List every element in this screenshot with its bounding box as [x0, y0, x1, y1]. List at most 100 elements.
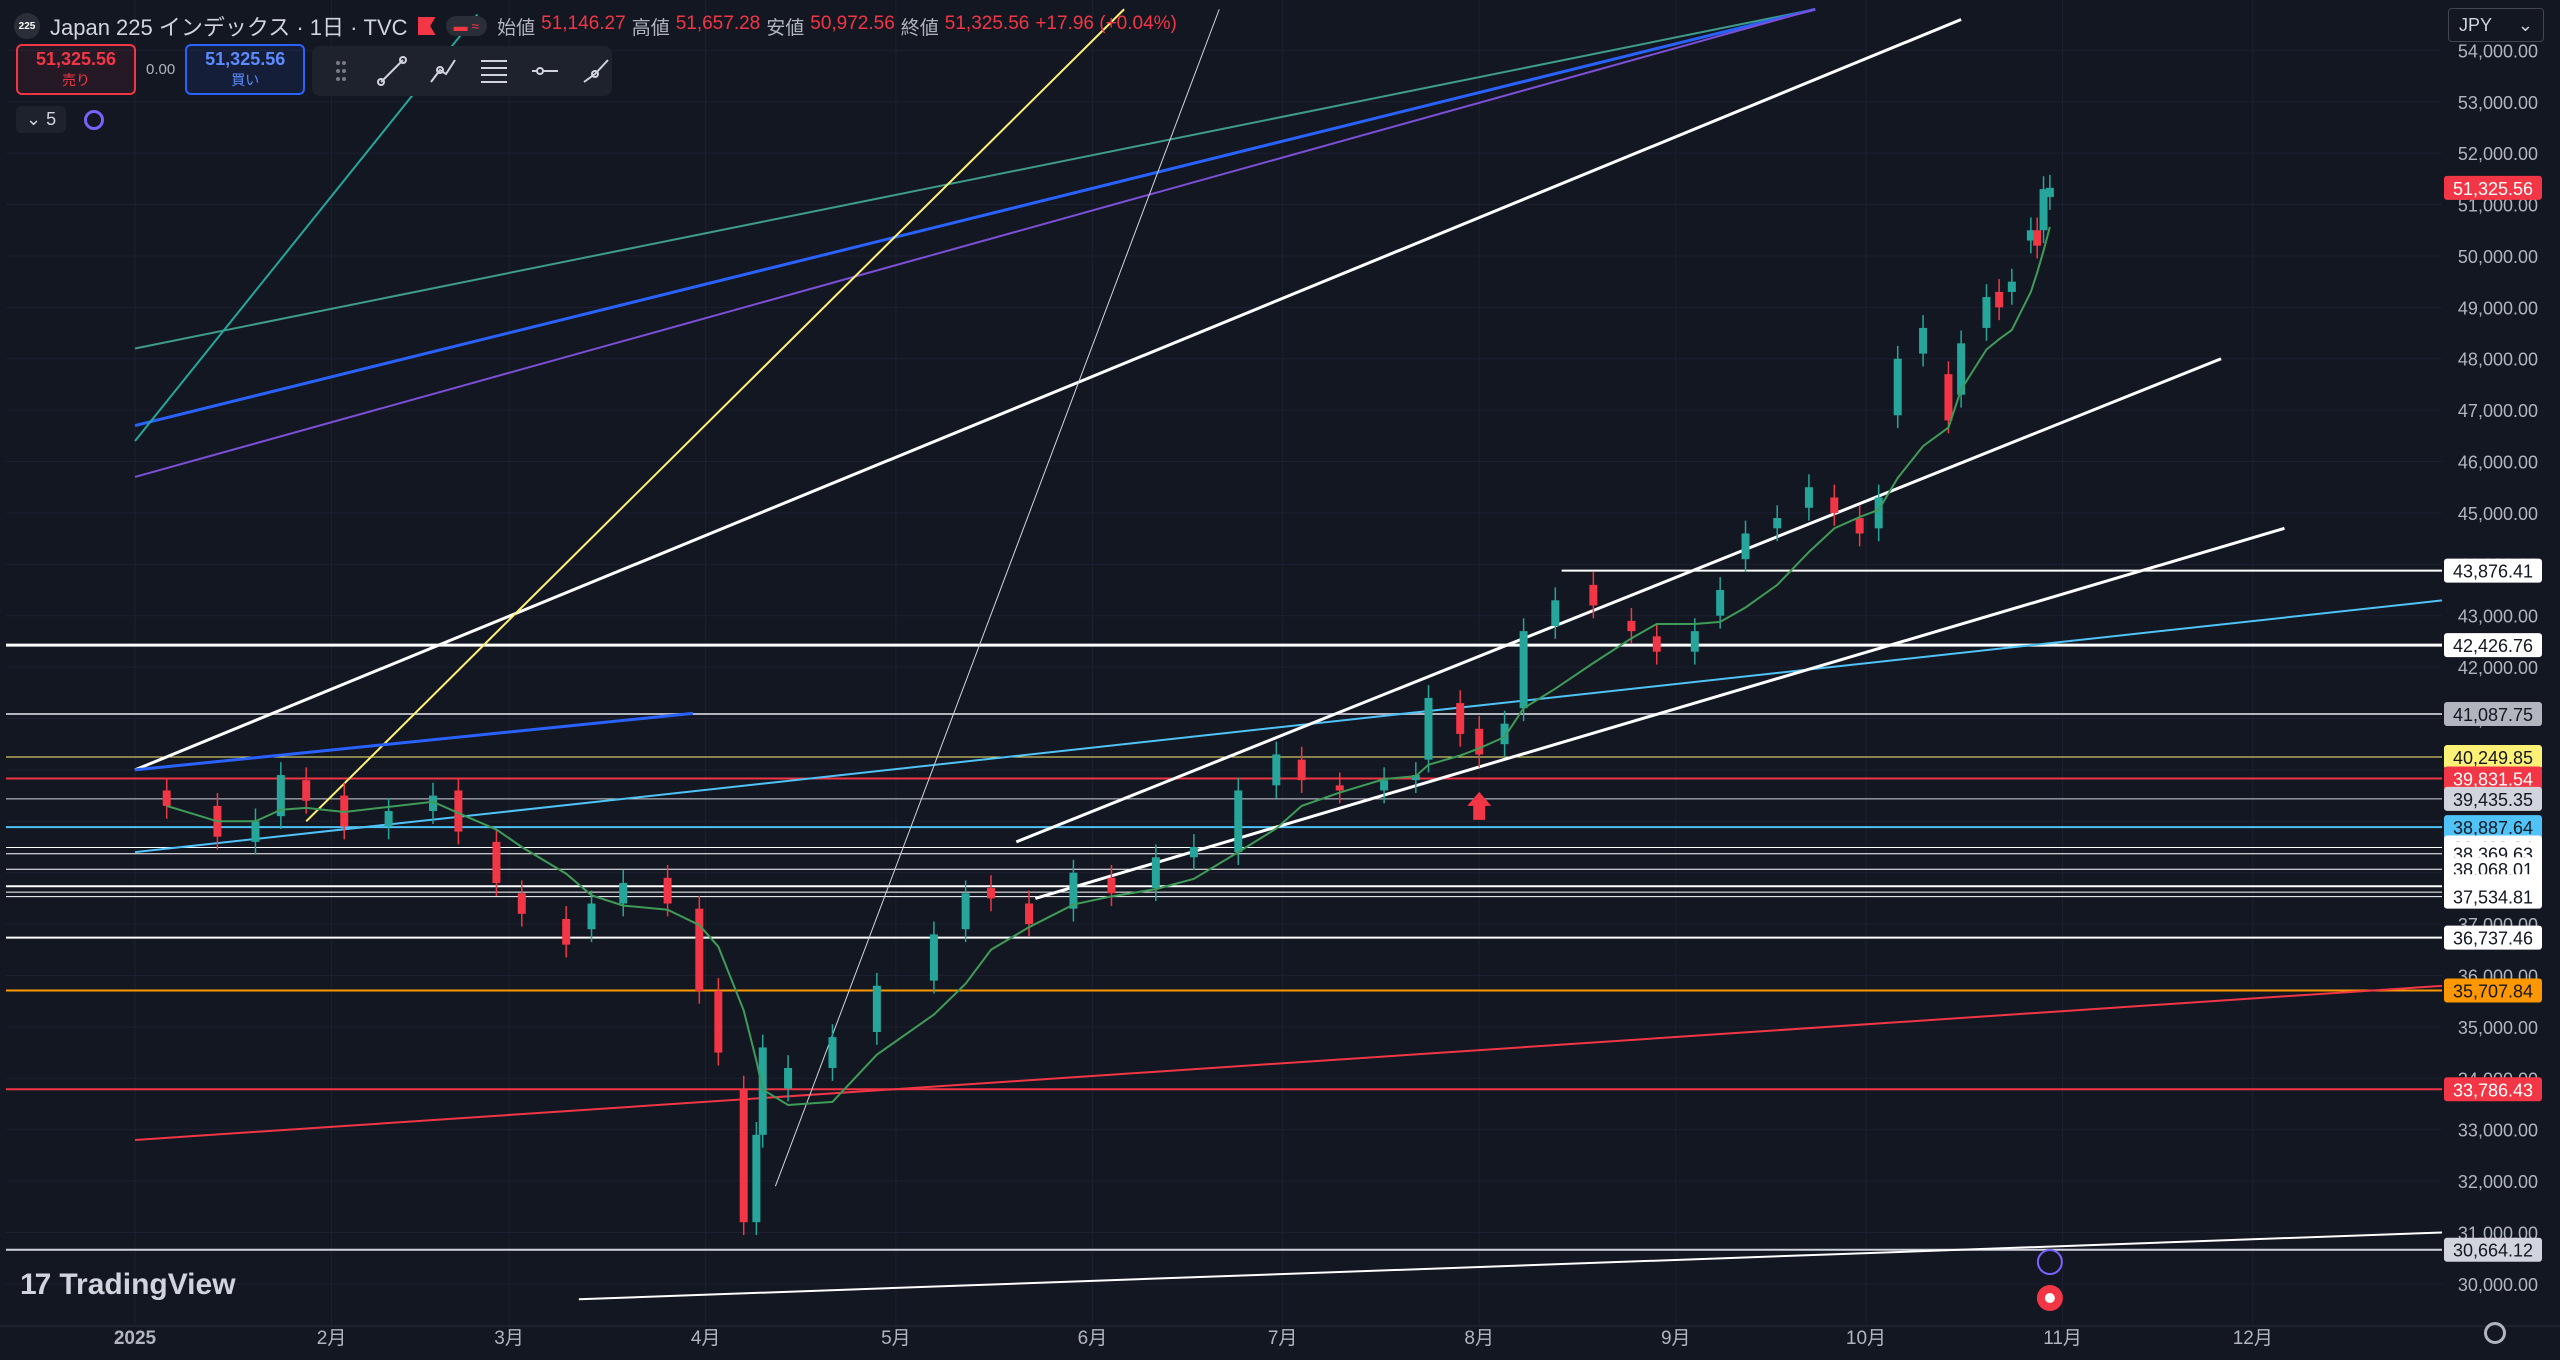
trend-line[interactable]	[1015, 357, 2222, 844]
candle-body[interactable]	[1804, 487, 1813, 508]
trend-line[interactable]	[134, 8, 1816, 478]
indicators-collapse-button[interactable]: ⌄ 5	[16, 106, 67, 133]
candle-body[interactable]	[784, 1067, 793, 1089]
candle-body[interactable]	[1424, 697, 1433, 760]
candle-body[interactable]	[1855, 518, 1864, 534]
candle-body[interactable]	[872, 985, 881, 1033]
trend-line[interactable]	[305, 8, 1125, 823]
candle-body[interactable]	[1773, 518, 1782, 529]
trend-line[interactable]	[1034, 526, 2285, 900]
candle-body[interactable]	[1690, 631, 1699, 652]
candle-body[interactable]	[986, 888, 995, 899]
candle-body[interactable]	[1652, 636, 1661, 652]
candle-body[interactable]	[1830, 497, 1839, 513]
candle-body[interactable]	[1957, 343, 1966, 395]
candle-body[interactable]	[695, 908, 704, 991]
candle-body[interactable]	[1589, 584, 1598, 606]
candle-body[interactable]	[2026, 230, 2035, 241]
path-icon[interactable]	[579, 53, 612, 89]
horizontal-line-icon[interactable]	[528, 53, 561, 89]
candle-body[interactable]	[276, 775, 285, 817]
time-axis-label: 10月	[1846, 1328, 1886, 1349]
candle-body[interactable]	[2039, 189, 2048, 231]
trend-line[interactable]	[134, 8, 1816, 350]
candle-body[interactable]	[162, 790, 171, 806]
flag-icon[interactable]	[417, 17, 436, 35]
candle-body[interactable]	[1411, 775, 1420, 781]
buy-button[interactable]: 51,325.56 買い	[185, 44, 306, 95]
gear-icon[interactable]	[2484, 1322, 2506, 1344]
price-label: 43,876.41	[2453, 562, 2533, 582]
candle-body[interactable]	[1893, 358, 1902, 416]
price-tick-label: 32,000.00	[2458, 1172, 2538, 1192]
candle-body[interactable]	[1519, 631, 1528, 709]
candle-body[interactable]	[619, 882, 628, 904]
buy-marker-arrow-icon	[1467, 791, 1492, 820]
time-axis-label: 9月	[1661, 1328, 1691, 1349]
candle-body[interactable]	[1107, 877, 1116, 894]
candle-body[interactable]	[1069, 872, 1078, 909]
candle-body[interactable]	[1151, 857, 1160, 889]
candle-body[interactable]	[492, 841, 501, 883]
candle-body[interactable]	[302, 780, 311, 801]
symbol-title[interactable]: Japan 225 インデックス · 1日 · TVC	[50, 15, 408, 40]
candle-body[interactable]	[1874, 497, 1883, 529]
price-tick-label: 47,000.00	[2458, 401, 2538, 421]
candle-body[interactable]	[1995, 291, 2004, 308]
candle-body[interactable]	[251, 821, 260, 842]
trend-line[interactable]	[134, 599, 2443, 854]
trend-line[interactable]	[134, 711, 694, 772]
candle-body[interactable]	[1919, 327, 1928, 354]
candle-body[interactable]	[562, 918, 571, 945]
candle-body[interactable]	[714, 990, 723, 1053]
candle-body[interactable]	[929, 934, 938, 981]
trend-line[interactable]	[774, 9, 1220, 1187]
candle-body[interactable]	[384, 811, 393, 827]
buy-label: 買い	[231, 72, 260, 88]
ray-icon[interactable]	[426, 53, 459, 89]
candle-body[interactable]	[2033, 230, 2042, 246]
trend-line[interactable]	[578, 1231, 2443, 1301]
drag-handle-icon[interactable]	[324, 53, 357, 89]
candle-body[interactable]	[758, 1047, 767, 1135]
candle-body[interactable]	[1456, 703, 1465, 734]
currency-select[interactable]: JPY ⌄	[2448, 8, 2544, 42]
candle-body[interactable]	[2045, 187, 2054, 198]
trend-line[interactable]	[134, 7, 1816, 428]
candle-body[interactable]	[1627, 620, 1636, 632]
candle-body[interactable]	[1944, 374, 1953, 421]
candle-body[interactable]	[961, 893, 970, 930]
hide-toggle-icon[interactable]: ▬ ≈	[445, 16, 488, 36]
candle-body[interactable]	[1551, 600, 1560, 626]
candle-body[interactable]	[1335, 785, 1344, 791]
candle-body[interactable]	[1716, 590, 1725, 616]
fib-retracement-icon[interactable]	[477, 53, 510, 89]
trend-line[interactable]	[134, 18, 1962, 772]
candle-body[interactable]	[1272, 754, 1281, 786]
trend-line-icon[interactable]	[375, 53, 408, 89]
candle-body[interactable]	[454, 790, 463, 832]
candle-body[interactable]	[340, 795, 349, 827]
candle-body[interactable]	[663, 877, 672, 904]
candle-body[interactable]	[429, 795, 438, 812]
trend-line[interactable]	[134, 984, 2443, 1141]
candle-body[interactable]	[2007, 281, 2016, 292]
candle-body[interactable]	[739, 1088, 748, 1223]
candle-body[interactable]	[1234, 790, 1243, 853]
chevron-down-icon: ⌄	[2517, 14, 2533, 35]
candle-body[interactable]	[1500, 723, 1509, 745]
candle-body[interactable]	[1189, 846, 1198, 858]
candle-body[interactable]	[1297, 759, 1306, 781]
sell-button[interactable]: 51,325.56 売り	[16, 44, 136, 95]
candle-body[interactable]	[1741, 533, 1750, 560]
candle-body[interactable]	[1982, 297, 1991, 328]
candle-body[interactable]	[1475, 728, 1484, 755]
candle-body[interactable]	[1380, 780, 1389, 791]
candle-body[interactable]	[1025, 903, 1034, 925]
candle-body[interactable]	[587, 903, 596, 930]
candle-body[interactable]	[828, 1037, 837, 1068]
candle-body[interactable]	[517, 893, 526, 914]
candle-body[interactable]	[752, 1134, 761, 1223]
lightning-icon[interactable]	[2036, 1249, 2063, 1275]
